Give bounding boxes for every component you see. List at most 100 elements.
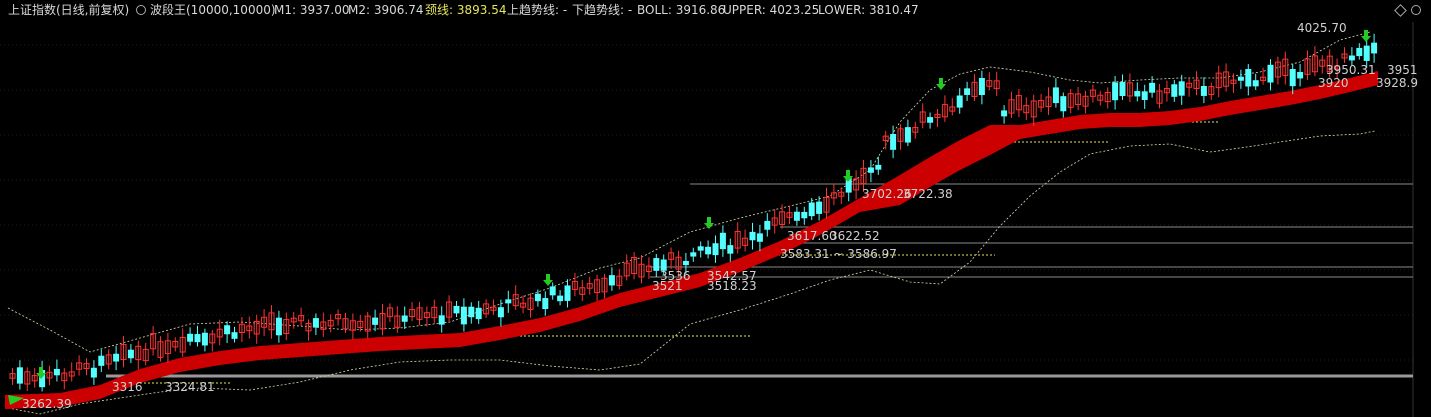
price-label-z1a: 3702.26 (862, 187, 912, 201)
candle-body (601, 277, 608, 293)
candle-body (816, 201, 823, 214)
candle-body (409, 309, 416, 317)
down-trend-value: 下趋势线: - (572, 3, 633, 17)
candle-body (1023, 105, 1030, 114)
candle-body (127, 349, 134, 359)
candle-body (423, 312, 430, 318)
candle-body (401, 315, 408, 322)
candle-body (616, 275, 623, 286)
price-label-r2: 3920 (1318, 76, 1349, 90)
candle-body (475, 307, 482, 320)
candle-body (1267, 64, 1274, 83)
candle-body (1052, 87, 1059, 104)
candle-body (83, 363, 90, 370)
candle-body (438, 315, 445, 325)
candle-body (253, 320, 260, 335)
candle-body (312, 318, 319, 328)
candle-body (90, 367, 97, 378)
candle-body (594, 279, 601, 294)
candle-body (172, 341, 179, 348)
candle-body (668, 252, 675, 260)
price-label-z5a: 3521 (652, 279, 683, 293)
candle-body (113, 353, 120, 362)
candle-body (1363, 45, 1370, 61)
neck-value: 颈线: 3893.54 (425, 3, 507, 17)
candle-body (349, 320, 356, 331)
down-arrow-icon (704, 217, 714, 229)
trend-marker-icon (8, 395, 24, 405)
candle-body (719, 232, 726, 250)
candle-body (1015, 95, 1022, 111)
candle-body (1171, 84, 1178, 97)
close-icon[interactable] (1411, 5, 1421, 15)
circle-icon[interactable] (136, 5, 146, 15)
candle-body (571, 280, 578, 290)
candle-body (867, 167, 874, 173)
candle-body (1045, 96, 1052, 108)
candle-body (290, 317, 297, 323)
price-label-z2a: 3617.60 (787, 229, 837, 243)
price-label-z2b: 3622.52 (830, 229, 880, 243)
candle-body (305, 322, 312, 332)
down-arrow-icon (543, 274, 553, 286)
price-label-z6a: 3316 (112, 380, 143, 394)
candle-body (1245, 69, 1252, 87)
candle-body (357, 320, 364, 328)
lower-value: LOWER: 3810.47 (818, 3, 919, 17)
candle-body (76, 362, 83, 370)
candle-body (283, 319, 290, 334)
candle-body (379, 313, 386, 330)
price-label-m1: 3951 (1387, 63, 1418, 77)
candle-body (756, 233, 763, 242)
candle-body (483, 303, 490, 315)
price-label-z1b: 3722.38 (903, 187, 953, 201)
candle-body (1341, 53, 1348, 59)
candle-body (941, 104, 948, 118)
boll-lower (7, 130, 1376, 415)
indicator-name[interactable]: 波段王(10000,10000) (150, 3, 276, 17)
candle-body (638, 263, 645, 278)
candle-body (1289, 69, 1296, 87)
candle-body (557, 295, 564, 302)
candle-body (364, 315, 371, 332)
price-label-z4a: 3536 (660, 269, 691, 283)
price-label-z5b: 3518.23 (707, 279, 757, 293)
candle-body (927, 117, 934, 123)
candle-body (934, 113, 941, 118)
candle-body (135, 345, 142, 361)
candle-body (971, 81, 978, 97)
candle-body (1186, 82, 1193, 88)
candle-body (16, 367, 23, 384)
candle-body (179, 336, 186, 353)
candle-body (1060, 96, 1067, 112)
candle-body (1112, 82, 1119, 101)
candle-body (216, 328, 223, 338)
candle-body (542, 298, 549, 310)
candle-body (1371, 42, 1378, 54)
candle-body (431, 306, 438, 319)
candle-body (579, 287, 586, 295)
price-label-z4b: 3542.57 (707, 269, 757, 283)
candle-body (512, 294, 519, 307)
candle-body (897, 128, 904, 142)
candle-body (327, 319, 334, 327)
candle-body (1030, 100, 1037, 118)
candle-body (1134, 91, 1141, 97)
candle-body (808, 202, 815, 217)
candle-body (1038, 100, 1045, 108)
up-trend-value: 上趋势线: - (507, 3, 568, 17)
candle-body (986, 80, 993, 87)
candle-body (194, 334, 201, 343)
index-title[interactable]: 上证指数(日线,前复权) (8, 3, 130, 17)
candle-body (1008, 99, 1015, 114)
candle-body (446, 301, 453, 318)
candle-body (1156, 90, 1163, 104)
candle-body (320, 321, 327, 330)
candle-body (416, 307, 423, 320)
candle-body (956, 95, 963, 108)
candle-body (46, 371, 53, 379)
candle-body (505, 299, 512, 304)
candle-body (98, 355, 105, 366)
